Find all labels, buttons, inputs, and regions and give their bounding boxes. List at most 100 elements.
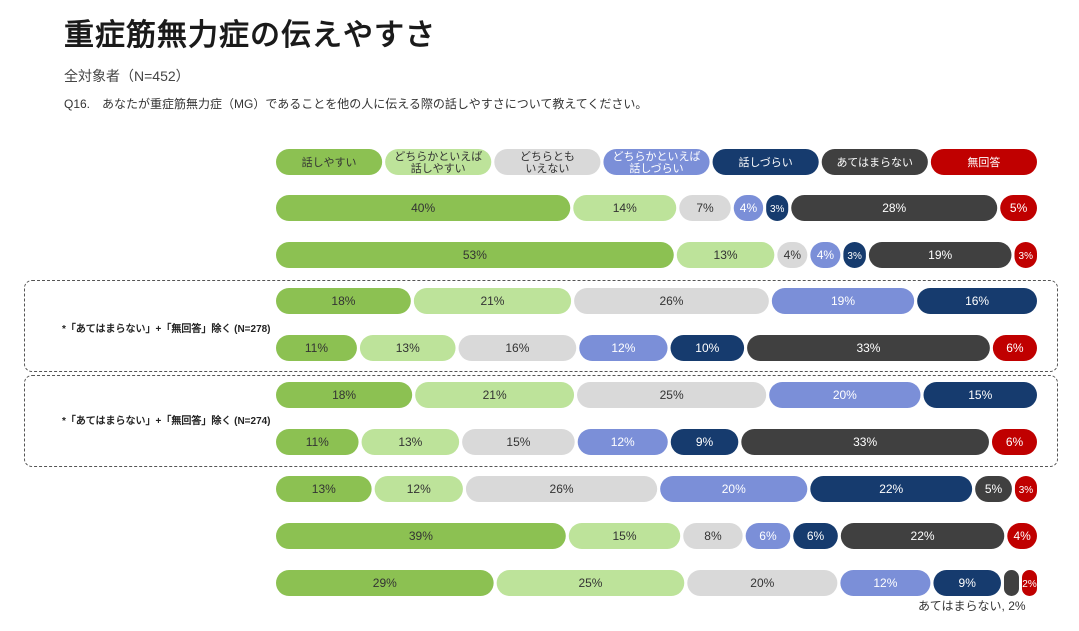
bar-value-label: 9% <box>696 435 714 449</box>
bar-segment <box>359 335 456 361</box>
bar-segment <box>577 382 767 408</box>
bar-value-label: 11% <box>305 341 328 355</box>
bar-segment <box>771 288 915 314</box>
bar-value-label: 13% <box>396 341 420 355</box>
bar-segment <box>733 195 764 221</box>
bar-value-label: 12% <box>611 341 635 355</box>
bar-segment <box>276 382 413 408</box>
bar-value-label: 15% <box>612 529 636 543</box>
bar-segment <box>458 335 577 361</box>
question-text: Q16. あなたが重症筋無力症（MG）であることを他の人に伝える際の話しやすさに… <box>64 97 648 111</box>
excluded-group-label-1: *「あてはまらない」+「無回答」除く (N=278) <box>62 324 271 335</box>
bar-segment <box>465 476 658 502</box>
bar-segment <box>687 570 838 596</box>
legend-swatch <box>494 149 601 175</box>
bar-value-label: 40% <box>411 201 435 215</box>
bar-segment <box>496 570 685 596</box>
bar-segment <box>683 523 743 549</box>
bar-segment <box>577 429 668 455</box>
bar-value-label: 25% <box>660 388 684 402</box>
bar-value-label: 15% <box>506 435 530 449</box>
bar-value-label: 6% <box>759 529 777 543</box>
bar-value-label: 53% <box>463 248 487 262</box>
bar-value-label: 6% <box>1006 435 1024 449</box>
bar-segment <box>745 523 791 549</box>
bar-segment <box>413 288 572 314</box>
bar-segment <box>777 242 808 268</box>
bar-segment <box>670 429 739 455</box>
bar-value-label: 13% <box>312 482 336 496</box>
legend-label: どちらかといえば話しやすい <box>394 150 482 175</box>
bar-value-label: 4% <box>817 248 835 262</box>
bar-segment <box>991 429 1037 455</box>
bar-segment <box>462 429 575 455</box>
bar-value-label: 15% <box>968 388 992 402</box>
bar-segment <box>1014 476 1037 502</box>
bar-segment <box>276 242 674 268</box>
bar-segment <box>1003 570 1019 596</box>
bar-value-label: 20% <box>750 576 774 590</box>
bar-segment <box>1014 242 1037 268</box>
sample-size-label: 全対象者（N=452） <box>64 68 190 84</box>
bar-value-label: 33% <box>853 435 877 449</box>
bar-segment <box>676 242 775 268</box>
bar-segment <box>574 288 769 314</box>
bar-value-label: 16% <box>965 294 989 308</box>
bar-value-label: 3% <box>1019 485 1034 496</box>
bar-segment <box>374 476 463 502</box>
bar-segment <box>769 382 921 408</box>
bar-segment <box>747 335 990 361</box>
bar-value-label: 26% <box>659 294 683 308</box>
bar-value-label: 5% <box>1010 201 1028 215</box>
bar-segment <box>791 195 998 221</box>
bar-segment <box>415 382 575 408</box>
bar-value-label: 8% <box>704 529 722 543</box>
legend-swatch <box>821 149 928 175</box>
legend-label: どちらかといえば話しづらい <box>613 150 701 175</box>
legend-label: 話しづらい <box>738 155 792 169</box>
legend-label: 話しやすい <box>302 155 357 169</box>
bar-segment <box>1007 523 1037 549</box>
bar-segment <box>840 570 931 596</box>
bar-segment <box>660 476 808 502</box>
bar-segment <box>579 335 668 361</box>
bar-value-label: 25% <box>578 576 602 590</box>
bar-value-label: 19% <box>831 294 855 308</box>
bar-segment <box>1021 570 1037 596</box>
bar-segment <box>276 195 571 221</box>
bar-segment <box>276 288 411 314</box>
bar-segment <box>276 476 372 502</box>
bar-segment <box>276 523 566 549</box>
bar-value-label: 7% <box>696 201 714 215</box>
bar-segment <box>868 242 1012 268</box>
footnote-label: あてはまらない, 2% <box>918 599 1026 613</box>
bar-segment <box>923 382 1037 408</box>
bar-segment <box>670 335 745 361</box>
bar-segment <box>361 429 460 455</box>
bar-value-label: 21% <box>483 388 507 402</box>
bar-segment <box>276 335 357 361</box>
bar-segment <box>843 242 866 268</box>
bar-value-label: 14% <box>613 201 637 215</box>
bar-value-label: 2% <box>1022 579 1037 590</box>
bar-value-label: 4% <box>784 248 802 262</box>
bar-value-label: 22% <box>879 482 903 496</box>
bar-value-label: 20% <box>833 388 857 402</box>
excluded-group-box-2 <box>24 375 1058 467</box>
bar-value-label: 39% <box>409 529 433 543</box>
excluded-group-label-2: *「あてはまらない」+「無回答」除く (N=274) <box>62 416 271 427</box>
bar-value-label: 9% <box>959 576 977 590</box>
page-title: 重症筋無力症の伝えやすさ <box>64 19 436 52</box>
legend-label: 無回答 <box>967 155 1000 169</box>
bar-value-label: 6% <box>1006 341 1024 355</box>
bar-segment <box>810 242 841 268</box>
bar-value-label: 12% <box>873 576 897 590</box>
bar-value-label: 18% <box>331 294 355 308</box>
bar-value-label: 26% <box>550 482 574 496</box>
bar-segment <box>1000 195 1037 221</box>
excluded-group-box-1 <box>24 280 1058 372</box>
bar-value-label: 5% <box>985 482 1003 496</box>
bar-value-label: 28% <box>882 201 906 215</box>
bar-value-label: 4% <box>740 201 758 215</box>
bar-segment <box>975 476 1012 502</box>
